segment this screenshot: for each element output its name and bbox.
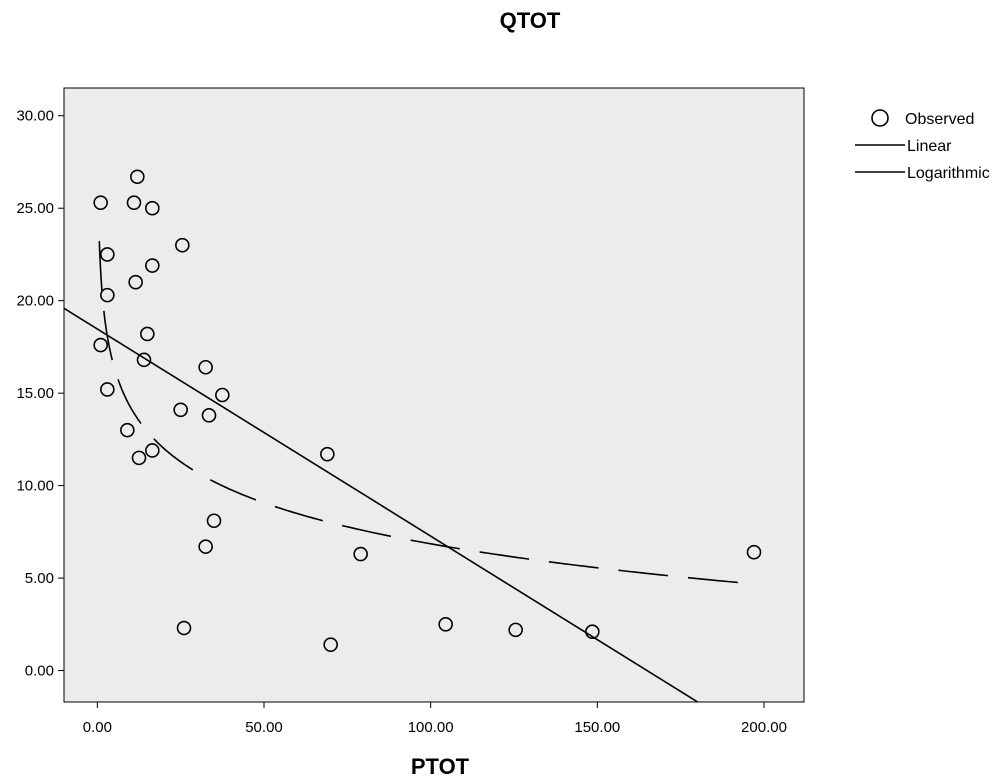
- data-point: [145, 258, 160, 273]
- data-point: [320, 446, 335, 462]
- logarithmic-fit-curve: [98, 241, 748, 585]
- y-tick-label: 10.00: [16, 478, 54, 495]
- axis-ticks: 0.00 50.00 100.00 150.00 200.00 0.00 5.00 10.00…: [16, 108, 786, 736]
- y-tick-label: 30.00: [16, 108, 54, 125]
- data-point: [353, 546, 368, 562]
- data-point: [136, 352, 152, 368]
- data-layer: [64, 169, 762, 702]
- data-point: [100, 287, 115, 303]
- legend-label: Logarithmic: [907, 165, 990, 182]
- y-tick-label: 15.00: [16, 385, 54, 402]
- data-point: [175, 237, 190, 253]
- y-tick-label: 25.00: [16, 200, 54, 217]
- data-point: [438, 617, 453, 632]
- data-point: [201, 408, 217, 423]
- data-point: [126, 195, 142, 210]
- data-point: [176, 620, 192, 636]
- legend: Observed Linear Logarithmic: [855, 109, 990, 182]
- x-tick-label: 200.00: [741, 719, 787, 736]
- x-tick-label: 100.00: [408, 719, 454, 736]
- data-point: [131, 450, 147, 466]
- data-point: [585, 624, 600, 640]
- y-tick-label: 0.00: [25, 663, 54, 680]
- data-point: [120, 422, 135, 438]
- data-point: [206, 513, 222, 529]
- chart-title: QTOT: [499, 8, 561, 33]
- plot-area: [63, 87, 805, 703]
- data-point: [130, 169, 145, 185]
- data-point: [198, 539, 213, 554]
- data-point: [323, 637, 338, 652]
- y-tick-label: 5.00: [25, 570, 54, 587]
- x-tick-label: 150.00: [574, 719, 620, 736]
- data-point: [215, 387, 230, 403]
- x-tick-label: 50.00: [245, 719, 283, 736]
- data-point: [93, 337, 108, 353]
- legend-observed-marker: [871, 109, 889, 127]
- data-point: [145, 200, 160, 216]
- data-point: [140, 326, 155, 342]
- data-point: [93, 195, 108, 210]
- data-point: [508, 622, 523, 638]
- data-point: [198, 359, 213, 375]
- y-tick-label: 20.00: [16, 293, 54, 310]
- x-tick-label: 0.00: [83, 719, 112, 736]
- data-point: [100, 247, 115, 262]
- data-point: [145, 443, 160, 458]
- x-axis-title: PTOT: [410, 754, 470, 779]
- data-point: [173, 402, 188, 418]
- legend-label: Linear: [907, 138, 952, 155]
- data-point: [100, 382, 115, 397]
- data-point: [128, 274, 143, 290]
- data-point: [746, 544, 762, 560]
- legend-label: Observed: [905, 111, 974, 128]
